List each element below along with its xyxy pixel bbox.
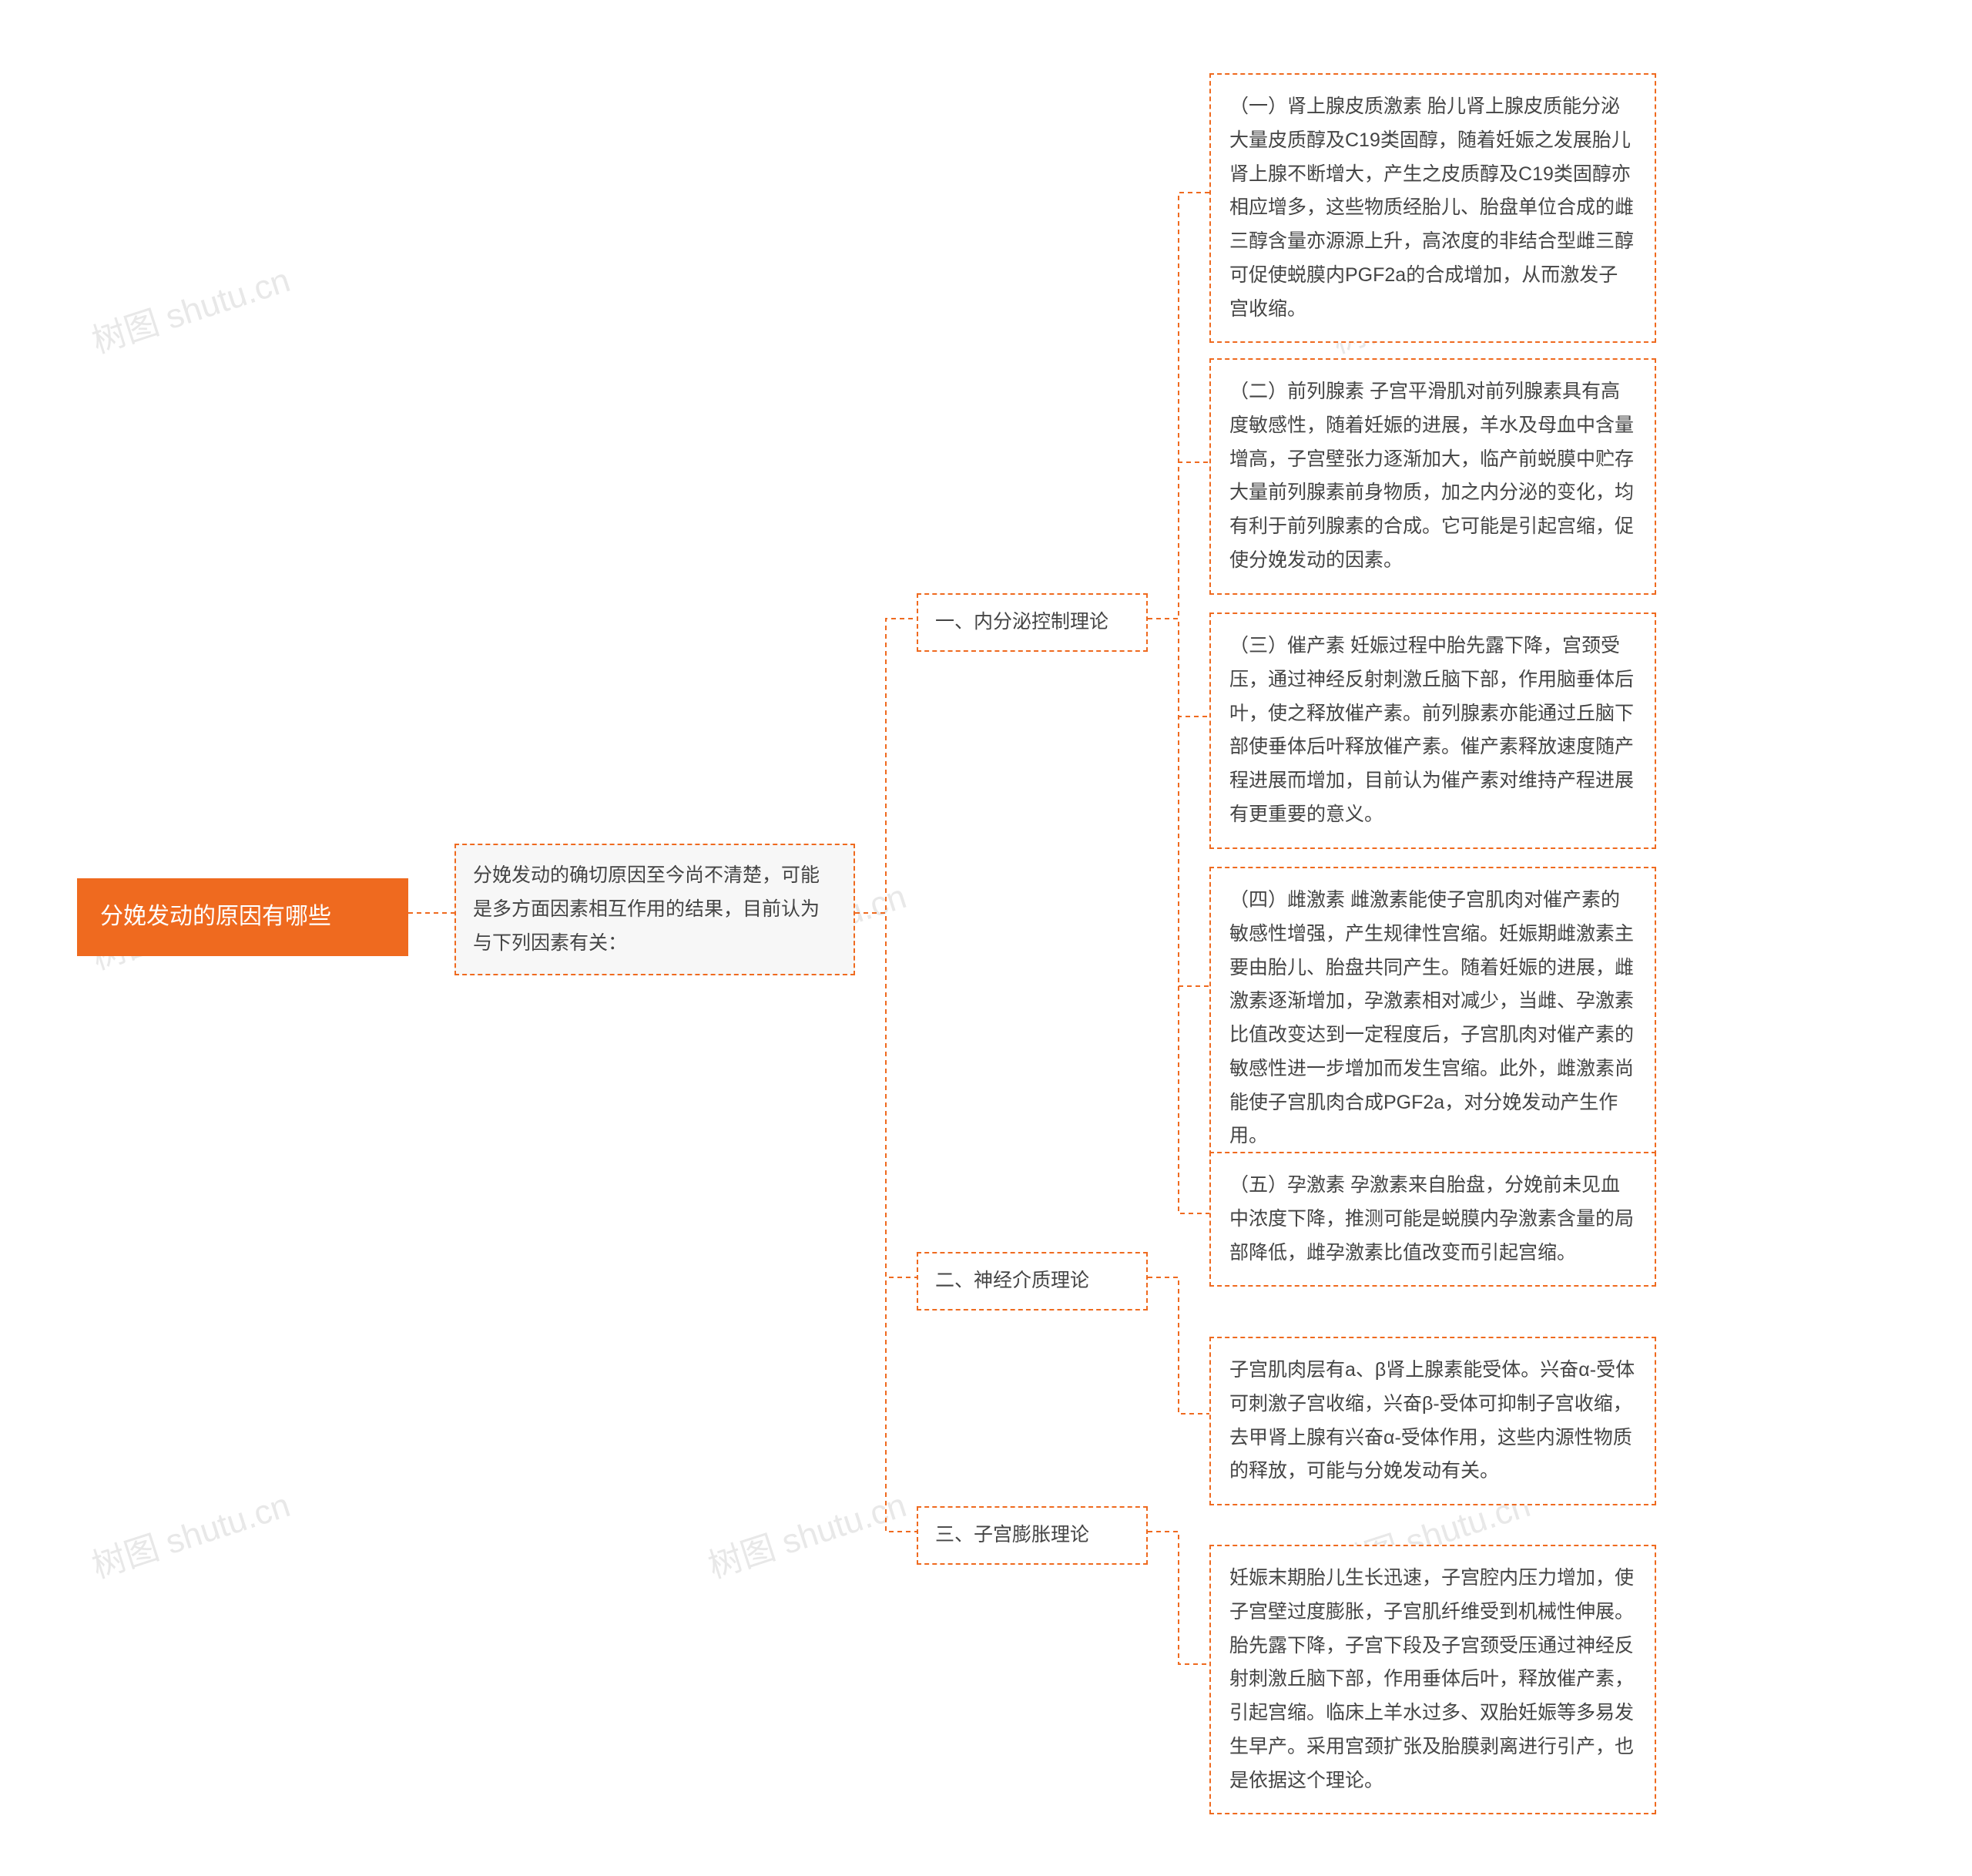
branch-1-label: 一、内分泌控制理论 (935, 611, 1108, 633)
leaf-2-1: 子宫肌肉层有a、β肾上腺素能受体。兴奋α-受体可刺激子宫收缩，兴奋β-受体可抑制… (1209, 1337, 1656, 1505)
leaf-1-1-text: （一）肾上腺皮质激素 胎儿肾上腺皮质能分泌大量皮质醇及C19类固醇，随着妊娠之发… (1229, 96, 1634, 320)
branch-2: 二、神经介质理论 (917, 1252, 1148, 1311)
branch-3: 三、子宫膨胀理论 (917, 1506, 1148, 1565)
leaf-3-1-text: 妊娠末期胎儿生长迅速，子宫腔内压力增加，使子宫壁过度膨胀，子宫肌纤维受到机械性伸… (1229, 1567, 1634, 1791)
root-label: 分娩发动的原因有哪些 (100, 904, 331, 929)
root-node: 分娩发动的原因有哪些 (77, 878, 408, 956)
leaf-1-3: （三）催产素 妊娠过程中胎先露下降，宫颈受压，通过神经反射刺激丘脑下部，作用脑垂… (1209, 612, 1656, 849)
leaf-1-3-text: （三）催产素 妊娠过程中胎先露下降，宫颈受压，通过神经反射刺激丘脑下部，作用脑垂… (1229, 635, 1634, 825)
leaf-1-4-text: （四）雌激素 雌激素能使子宫肌肉对催产素的敏感性增强，产生规律性宫缩。妊娠期雌激… (1229, 889, 1634, 1146)
leaf-2-1-text: 子宫肌肉层有a、β肾上腺素能受体。兴奋α-受体可刺激子宫收缩，兴奋β-受体可抑制… (1229, 1359, 1635, 1482)
watermark: 树图 shutu.cn (85, 253, 295, 363)
sub-node: 分娩发动的确切原因至今尚不清楚，可能是多方面因素相互作用的结果，目前认为与下列因… (454, 844, 855, 975)
leaf-3-1: 妊娠末期胎儿生长迅速，子宫腔内压力增加，使子宫壁过度膨胀，子宫肌纤维受到机械性伸… (1209, 1545, 1656, 1814)
branch-3-label: 三、子宫膨胀理论 (935, 1524, 1089, 1545)
watermark: 树图 shutu.cn (701, 1478, 911, 1588)
leaf-1-2: （二）前列腺素 子宫平滑肌对前列腺素具有高度敏感性，随着妊娠的进展，羊水及母血中… (1209, 358, 1656, 595)
branch-2-label: 二、神经介质理论 (935, 1270, 1089, 1291)
branch-1: 一、内分泌控制理论 (917, 593, 1148, 652)
leaf-1-5: （五）孕激素 孕激素来自胎盘，分娩前未见血中浓度下降，推测可能是蜕膜内孕激素含量… (1209, 1152, 1656, 1287)
leaf-1-2-text: （二）前列腺素 子宫平滑肌对前列腺素具有高度敏感性，随着妊娠的进展，羊水及母血中… (1229, 381, 1634, 571)
leaf-1-1: （一）肾上腺皮质激素 胎儿肾上腺皮质能分泌大量皮质醇及C19类固醇，随着妊娠之发… (1209, 73, 1656, 343)
leaf-1-4: （四）雌激素 雌激素能使子宫肌肉对催产素的敏感性增强，产生规律性宫缩。妊娠期雌激… (1209, 867, 1656, 1170)
watermark: 树图 shutu.cn (85, 1478, 295, 1588)
leaf-1-5-text: （五）孕激素 孕激素来自胎盘，分娩前未见血中浓度下降，推测可能是蜕膜内孕激素含量… (1229, 1174, 1634, 1264)
sub-label: 分娩发动的确切原因至今尚不清楚，可能是多方面因素相互作用的结果，目前认为与下列因… (473, 864, 820, 954)
